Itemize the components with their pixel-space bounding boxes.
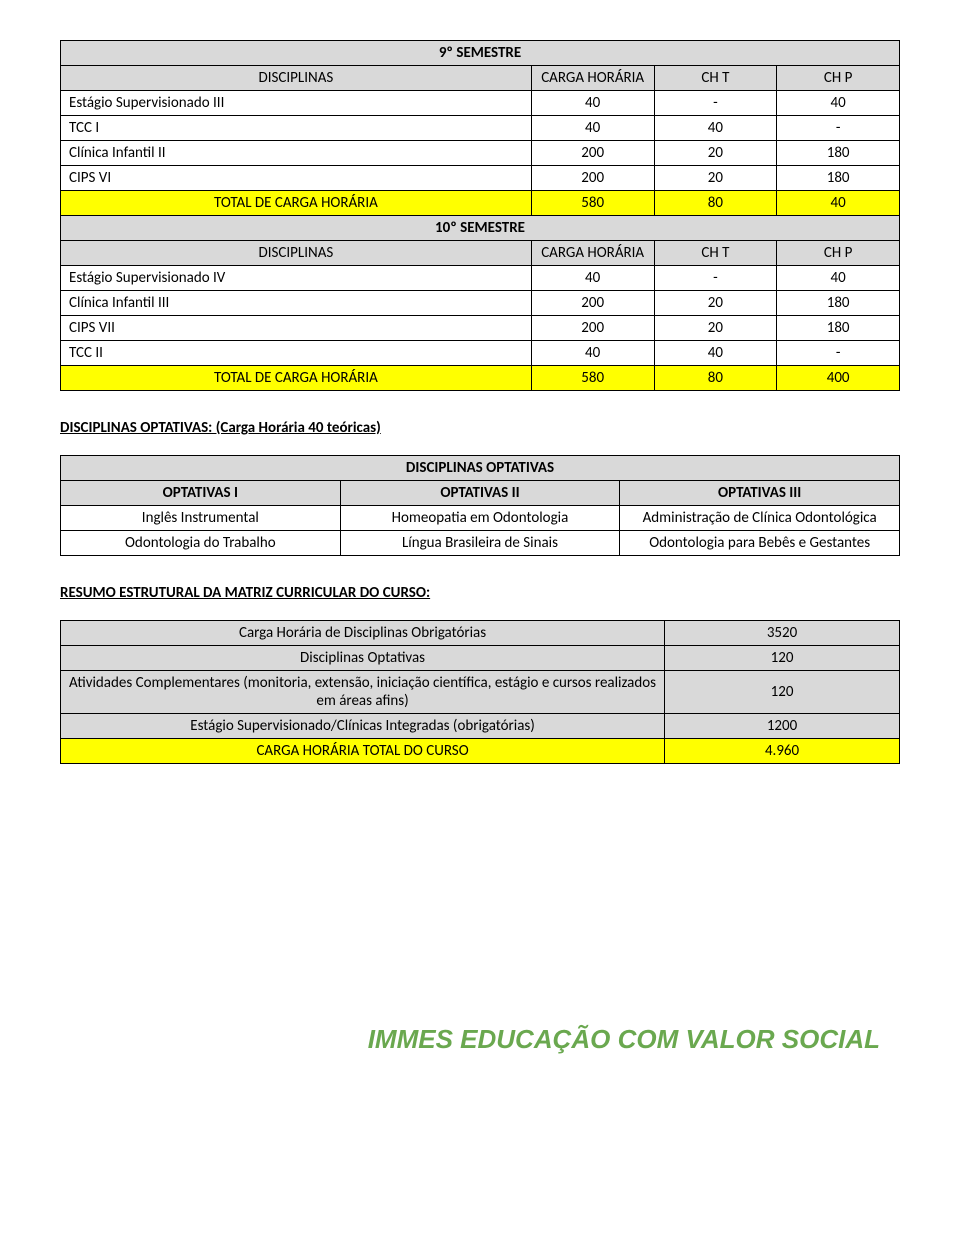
opt-col3-hdr: OPTATIVAS III [620,481,900,506]
table-row: Clínica Infantil II20020180 [61,141,900,166]
res-value: 120 [665,671,900,714]
cell-chp: 180 [777,166,900,191]
sem10-hdr-cht: CH T [654,241,777,266]
sem9-total-row: TOTAL DE CARGA HORÁRIA 580 80 40 [61,191,900,216]
cell-chp: 180 [777,141,900,166]
res-label: Estágio Supervisionado/Clínicas Integrad… [61,714,665,739]
cell-carga: 200 [531,141,654,166]
cell-chp: 180 [777,291,900,316]
optativas-table: DISCIPLINAS OPTATIVAS OPTATIVAS I OPTATI… [60,455,900,556]
cell-cht: 20 [654,166,777,191]
cell-cht: 20 [654,316,777,341]
cell-carga: 40 [531,116,654,141]
optativas-heading: DISCIPLINAS OPTATIVAS: (Carga Horária 40… [60,419,900,437]
cell-carga: 40 [531,266,654,291]
cell-disc: TCC II [61,341,532,366]
opt-cell: Inglês Instrumental [61,506,341,531]
table-row: Estágio Supervisionado IV40-40 [61,266,900,291]
sem10-title: 10º SEMESTRE [61,216,900,241]
table-row: Disciplinas Optativas 120 [61,646,900,671]
opt-table-title: DISCIPLINAS OPTATIVAS [61,456,900,481]
sem10-total-c: 580 [531,366,654,391]
cell-disc: Estágio Supervisionado III [61,91,532,116]
table-row: Clínica Infantil III20020180 [61,291,900,316]
resumo-table: Carga Horária de Disciplinas Obrigatória… [60,620,900,764]
sem9-title: 9º SEMESTRE [61,41,900,66]
opt-cell: Homeopatia em Odontologia [340,506,620,531]
cell-disc: CIPS VII [61,316,532,341]
cell-chp: - [777,341,900,366]
table-row: TCC II4040- [61,341,900,366]
sem9-hdr-cht: CH T [654,66,777,91]
opt-cell: Administração de Clínica Odontológica [620,506,900,531]
res-value: 3520 [665,621,900,646]
res-total-value: 4.960 [665,739,900,764]
cell-carga: 40 [531,91,654,116]
opt-cell: Odontologia para Bebês e Gestantes [620,531,900,556]
table-row: Odontologia do Trabalho Língua Brasileir… [61,531,900,556]
opt-cell: Odontologia do Trabalho [61,531,341,556]
res-value: 120 [665,646,900,671]
sem9-total-label: TOTAL DE CARGA HORÁRIA [61,191,532,216]
table-row: Estágio Supervisionado/Clínicas Integrad… [61,714,900,739]
cell-cht: - [654,266,777,291]
sem9-total-t: 80 [654,191,777,216]
cell-cht: 40 [654,341,777,366]
resumo-total-row: CARGA HORÁRIA TOTAL DO CURSO 4.960 [61,739,900,764]
res-label: Disciplinas Optativas [61,646,665,671]
cell-chp: 180 [777,316,900,341]
sem9-hdr-carga: CARGA HORÁRIA [531,66,654,91]
opt-col2-hdr: OPTATIVAS II [340,481,620,506]
sem9-total-p: 40 [777,191,900,216]
cell-disc: Estágio Supervisionado IV [61,266,532,291]
sem10-hdr-carga: CARGA HORÁRIA [531,241,654,266]
table-row: CIPS VII20020180 [61,316,900,341]
table-row: Atividades Complementares (monitoria, ex… [61,671,900,714]
footer-slogan: IMMES EDUCAÇÃO COM VALOR SOCIAL [60,1024,900,1055]
cell-disc: Clínica Infantil III [61,291,532,316]
sem10-total-p: 400 [777,366,900,391]
table-row: Inglês Instrumental Homeopatia em Odonto… [61,506,900,531]
table-row: Estágio Supervisionado III40-40 [61,91,900,116]
sem10-total-label: TOTAL DE CARGA HORÁRIA [61,366,532,391]
cell-chp: 40 [777,266,900,291]
resumo-heading: RESUMO ESTRUTURAL DA MATRIZ CURRICULAR D… [60,584,900,602]
semestre-9-table: 9º SEMESTRE DISCIPLINAS CARGA HORÁRIA CH… [60,40,900,391]
cell-carga: 200 [531,316,654,341]
res-label: Atividades Complementares (monitoria, ex… [61,671,665,714]
sem10-hdr-chp: CH P [777,241,900,266]
cell-carga: 40 [531,341,654,366]
sem10-hdr-disc: DISCIPLINAS [61,241,532,266]
res-total-label: CARGA HORÁRIA TOTAL DO CURSO [61,739,665,764]
cell-chp: - [777,116,900,141]
cell-carga: 200 [531,166,654,191]
cell-cht: 20 [654,291,777,316]
opt-col1-hdr: OPTATIVAS I [61,481,341,506]
cell-cht: 40 [654,116,777,141]
sem9-total-c: 580 [531,191,654,216]
cell-cht: 20 [654,141,777,166]
sem9-hdr-chp: CH P [777,66,900,91]
table-row: Carga Horária de Disciplinas Obrigatória… [61,621,900,646]
cell-chp: 40 [777,91,900,116]
cell-disc: Clínica Infantil II [61,141,532,166]
cell-disc: TCC I [61,116,532,141]
cell-carga: 200 [531,291,654,316]
table-row: TCC I4040- [61,116,900,141]
opt-cell: Língua Brasileira de Sinais [340,531,620,556]
cell-cht: - [654,91,777,116]
res-label: Carga Horária de Disciplinas Obrigatória… [61,621,665,646]
sem10-total-t: 80 [654,366,777,391]
table-row: CIPS VI20020180 [61,166,900,191]
res-value: 1200 [665,714,900,739]
sem10-total-row: TOTAL DE CARGA HORÁRIA 580 80 400 [61,366,900,391]
sem9-hdr-disc: DISCIPLINAS [61,66,532,91]
cell-disc: CIPS VI [61,166,532,191]
